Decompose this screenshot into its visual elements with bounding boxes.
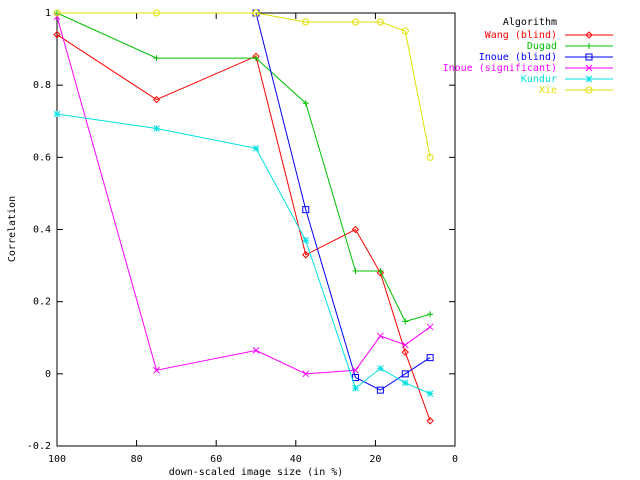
y-tick-label: -0.2 — [27, 441, 51, 452]
point — [402, 318, 409, 325]
point — [426, 153, 434, 161]
legend-label: Inoue (significant) — [443, 63, 557, 74]
point — [426, 323, 434, 331]
point — [376, 386, 384, 394]
y-tick-label: 0.2 — [33, 297, 51, 308]
point — [426, 417, 434, 425]
point — [401, 348, 409, 356]
point — [376, 269, 385, 277]
series-line — [255, 12, 431, 391]
y-tick-label: 0.4 — [33, 225, 51, 236]
y-tick-label: 0 — [45, 369, 51, 380]
point — [401, 27, 409, 35]
x-tick-label: 0 — [452, 454, 458, 465]
legend-marker — [585, 53, 593, 61]
point — [302, 370, 310, 378]
point — [401, 341, 409, 349]
point — [53, 9, 61, 17]
legend-marker — [585, 75, 593, 83]
point — [252, 9, 260, 17]
point — [426, 354, 434, 362]
legend-label: Dugad — [527, 41, 557, 52]
series-line — [56, 113, 431, 395]
point — [252, 144, 260, 152]
point — [53, 110, 61, 118]
x-tick-label: 60 — [210, 454, 222, 465]
x-tick-label: 20 — [369, 454, 381, 465]
point — [401, 370, 409, 378]
point — [302, 18, 310, 26]
legend-marker — [585, 86, 593, 94]
point — [377, 267, 384, 274]
series-line — [57, 12, 431, 158]
y-tick-label: 0.8 — [33, 80, 51, 91]
series-line — [56, 12, 431, 323]
legend-marker — [585, 31, 593, 39]
y-tick-label: 1 — [45, 8, 51, 19]
y-axis-label: Correlation — [7, 196, 18, 262]
point — [401, 379, 409, 387]
legend-label: Kundur — [521, 74, 557, 85]
x-tick-label: 100 — [48, 454, 66, 465]
point — [426, 390, 434, 398]
point — [53, 30, 61, 39]
series-line — [56, 16, 431, 375]
point — [302, 236, 310, 244]
point — [377, 332, 384, 340]
point — [302, 206, 310, 214]
point — [427, 311, 434, 318]
legend-title: Algorithm — [503, 17, 557, 28]
point — [152, 95, 161, 104]
legend-marker — [586, 43, 592, 49]
x-tick-label: 40 — [290, 454, 302, 465]
legend-marker — [585, 64, 593, 72]
y-tick-label: 0.6 — [33, 152, 51, 163]
point — [352, 366, 359, 374]
point — [376, 18, 384, 26]
legend-label: Wang (blind) — [485, 30, 557, 41]
x-tick-label: 80 — [131, 454, 143, 465]
point — [153, 125, 160, 132]
point — [351, 225, 360, 234]
x-axis-label: down-scaled image size (in %) — [169, 467, 344, 478]
point — [153, 366, 160, 374]
series-line — [56, 34, 431, 421]
point — [352, 267, 359, 274]
point — [302, 251, 310, 259]
point — [377, 365, 384, 372]
point — [253, 55, 259, 62]
point — [352, 18, 359, 26]
point — [153, 9, 160, 17]
point — [252, 347, 260, 354]
point — [302, 100, 309, 107]
point — [153, 55, 160, 62]
point — [53, 13, 61, 20]
point — [352, 384, 359, 392]
legend-label: Xie — [539, 85, 557, 96]
legend-label: Inoue (blind) — [479, 52, 557, 63]
